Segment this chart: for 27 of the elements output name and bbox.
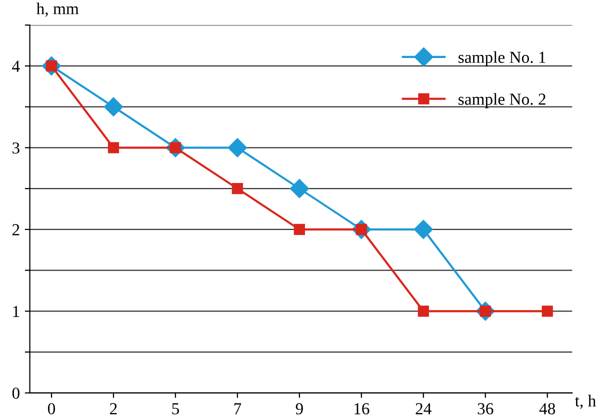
x-tick-label: 9 xyxy=(296,403,303,414)
x-tick-label: 24 xyxy=(416,403,432,414)
x-tick-label: 2 xyxy=(110,403,117,414)
legend-label: sample No. 2 xyxy=(458,93,546,108)
point xyxy=(290,179,309,198)
x-tick-label: 16 xyxy=(354,403,370,414)
y-tick-label: 2 xyxy=(12,224,20,236)
y-tick-label: 4 xyxy=(12,60,20,72)
y-tick-label: 1 xyxy=(13,306,20,317)
point xyxy=(294,224,305,235)
point xyxy=(542,306,553,317)
y-tick-label: 3 xyxy=(12,142,20,154)
point xyxy=(414,220,433,239)
x-tick-label: 48 xyxy=(539,403,556,414)
y-axis-title: h, mm xyxy=(36,2,79,17)
point xyxy=(418,306,429,317)
x-axis-title: t, h xyxy=(575,394,596,409)
point xyxy=(104,97,124,116)
point xyxy=(108,142,120,154)
point xyxy=(232,183,243,194)
legend-label: sample No. 1 xyxy=(458,51,546,66)
point xyxy=(228,138,247,158)
y-tick-label: 0 xyxy=(12,388,20,399)
x-tick-label: 7 xyxy=(234,403,242,414)
x-tick-label: 5 xyxy=(172,403,179,414)
x-tick-label: 0 xyxy=(48,403,56,414)
x-tick-label: 36 xyxy=(478,403,494,414)
